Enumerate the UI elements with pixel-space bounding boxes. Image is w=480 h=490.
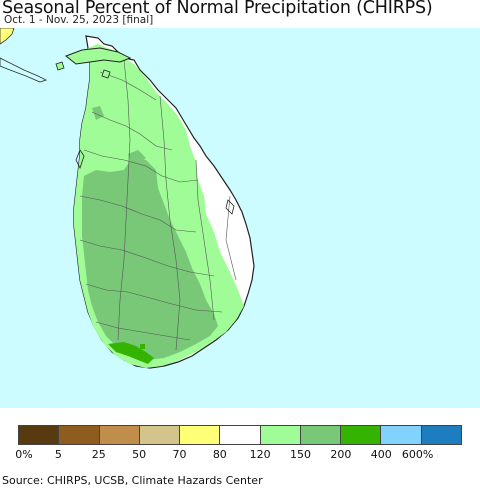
jaffna-peninsula [65,47,132,65]
legend-labels: 0% 5 25 50 70 80 120 150 200 400 600% [0,448,480,462]
zone-150-200 [82,158,218,360]
legend-swatch-2 [99,426,140,444]
legend-swatch-0 [19,426,60,444]
legend-swatch-4 [180,426,221,444]
legend-swatch-8 [341,426,382,444]
map-title: Seasonal Percent of Normal Precipitation… [2,0,433,18]
legend-label: 50 [132,448,147,461]
legend-swatch-5 [220,426,261,444]
legend-label: 150 [290,448,312,461]
adams-bridge-coast [0,57,48,83]
legend-swatch-3 [139,426,181,444]
precipitation-map [0,28,480,408]
legend-label: 70 [172,448,187,461]
zone-80-120-east [196,150,248,258]
legend-label: 25 [91,448,106,461]
color-legend [18,425,462,445]
legend-label: 400 [370,448,392,461]
legend-label: 200 [330,448,352,461]
legend-label: 120 [249,448,271,461]
legend-swatch-9 [381,426,422,444]
legend-swatch-6 [260,426,301,444]
legend-swatch-10 [421,426,461,444]
zone-150-200-north [128,150,146,164]
zone-150-200-nw [92,106,104,120]
india-coast-fragment [0,28,15,45]
map-panel [0,28,480,408]
district-boundaries [79,59,237,351]
legend-label: 600% [401,448,434,461]
map-subtitle: Oct. 1 - Nov. 25, 2023 [final] [4,14,154,26]
legend-label: 80 [212,448,227,461]
legend-label: 0% [15,448,33,461]
source-credit: Source: CHIRPS, UCSB, Climate Hazards Ce… [2,474,263,487]
legend-swatch-7 [300,426,342,444]
legend-label: 5 [54,448,62,461]
legend-swatch-1 [59,426,100,444]
